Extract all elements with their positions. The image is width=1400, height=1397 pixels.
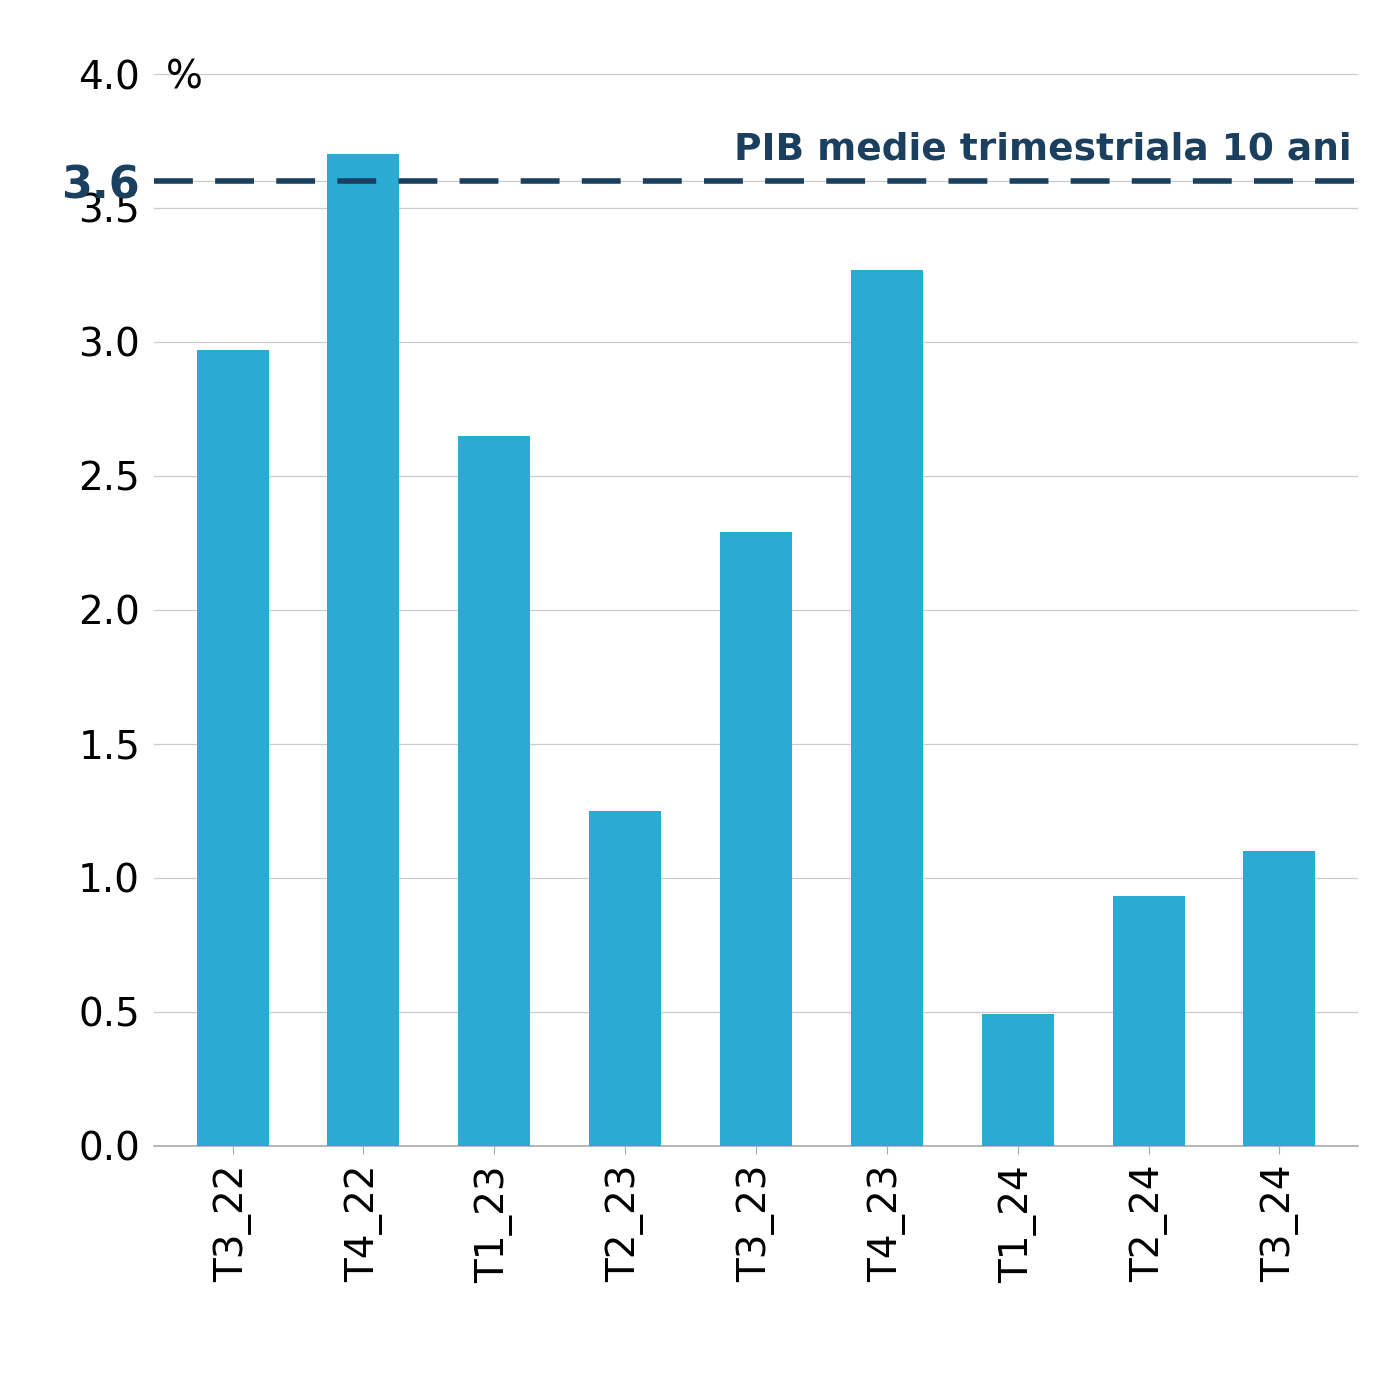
Bar [458, 436, 531, 1146]
Bar [328, 155, 399, 1146]
Bar [196, 351, 269, 1146]
Bar [1243, 851, 1316, 1146]
Bar [851, 270, 923, 1146]
Bar [1113, 897, 1184, 1146]
Bar [720, 532, 792, 1146]
Text: PIB medie trimestriala 10 ani: PIB medie trimestriala 10 ani [734, 131, 1351, 168]
Bar [981, 1014, 1054, 1146]
Text: %: % [167, 59, 203, 96]
Bar [589, 810, 661, 1146]
